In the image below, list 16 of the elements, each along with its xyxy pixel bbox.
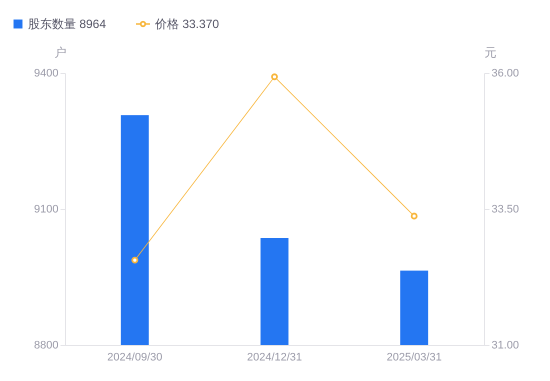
x-tick-label: 2024/12/31 [246, 352, 302, 364]
y-tick-label: 9400 [34, 68, 58, 80]
legend-label: 股东数量 8964 [28, 17, 106, 31]
y-axis-title: 户 [54, 46, 66, 60]
y2-axis-title: 元 [484, 46, 496, 60]
y-tick-label: 9100 [34, 204, 58, 216]
point [271, 73, 278, 80]
point [131, 256, 138, 264]
y-tick-label: 8800 [34, 340, 58, 352]
x-tick-label: 2024/09/30 [107, 352, 162, 364]
x-tick-label: 2025/03/31 [386, 352, 442, 364]
point [410, 212, 418, 220]
legend-label: 价格 33.370 [154, 17, 220, 31]
y2-tick-label: 31.00 [492, 340, 520, 352]
y2-tick-label: 33.50 [492, 204, 520, 216]
y2-tick-label: 36.00 [492, 68, 520, 80]
